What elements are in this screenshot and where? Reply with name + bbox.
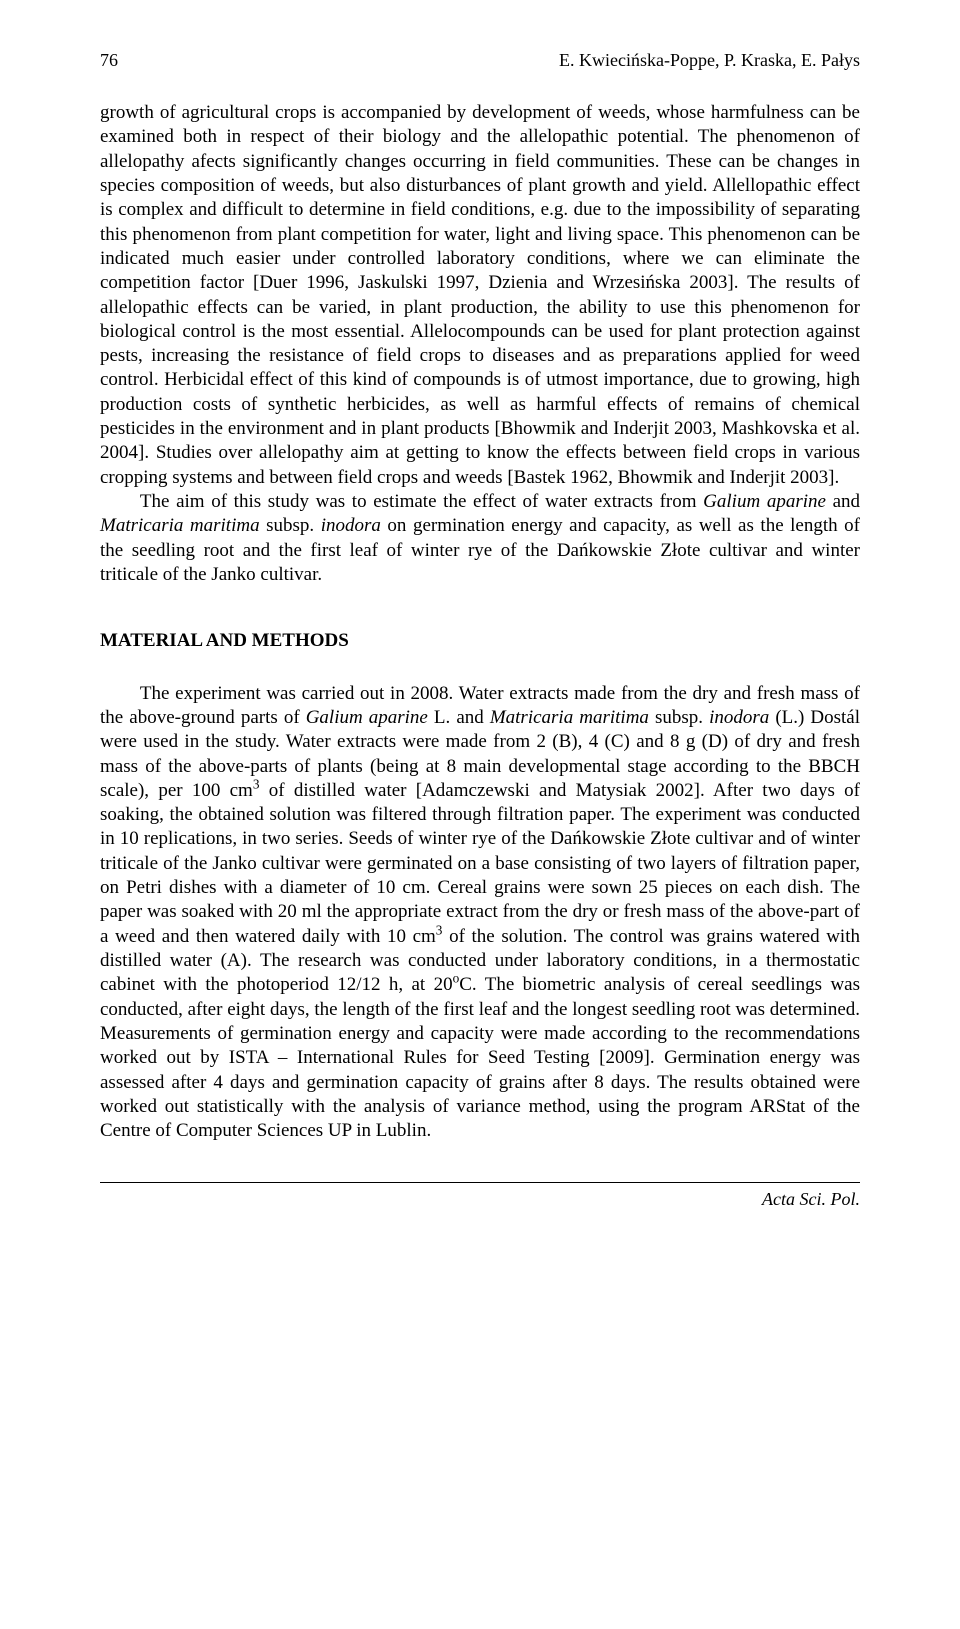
page-number: 76 (100, 50, 118, 71)
species-name: Galium aparine (703, 491, 826, 512)
text-run: of distilled water [Adamczewski and Maty… (100, 780, 860, 947)
species-name: Matricaria maritima (490, 707, 649, 728)
footer-rule (100, 1182, 860, 1183)
text-run: The aim of this study was to estimate th… (140, 491, 703, 512)
body-text: growth of agricultural crops is accompan… (100, 101, 860, 1144)
text-run: C. The biometric analysis of cereal seed… (100, 974, 860, 1141)
footer-container: Acta Sci. Pol. (100, 1182, 860, 1210)
species-name: inodora (321, 515, 381, 536)
species-name: inodora (709, 707, 769, 728)
text-run: subsp. (260, 515, 321, 536)
running-head: E. Kwiecińska-Poppe, P. Kraska, E. Pałys (559, 50, 860, 71)
species-name: Matricaria maritima (100, 515, 260, 536)
text-run: subsp. (649, 707, 709, 728)
text-run: L. and (428, 707, 490, 728)
species-name: Galium aparine (306, 707, 428, 728)
paragraph-3: The experiment was carried out in 2008. … (100, 682, 860, 1144)
paragraph-2: The aim of this study was to estimate th… (100, 490, 860, 587)
footer-journal: Acta Sci. Pol. (100, 1189, 860, 1210)
text-run: and (826, 491, 860, 512)
paragraph-1: growth of agricultural crops is accompan… (100, 101, 860, 490)
page-header: 76 E. Kwiecińska-Poppe, P. Kraska, E. Pa… (100, 50, 860, 71)
section-title: MATERIAL AND METHODS (100, 629, 860, 653)
page-container: 76 E. Kwiecińska-Poppe, P. Kraska, E. Pa… (0, 0, 960, 1255)
